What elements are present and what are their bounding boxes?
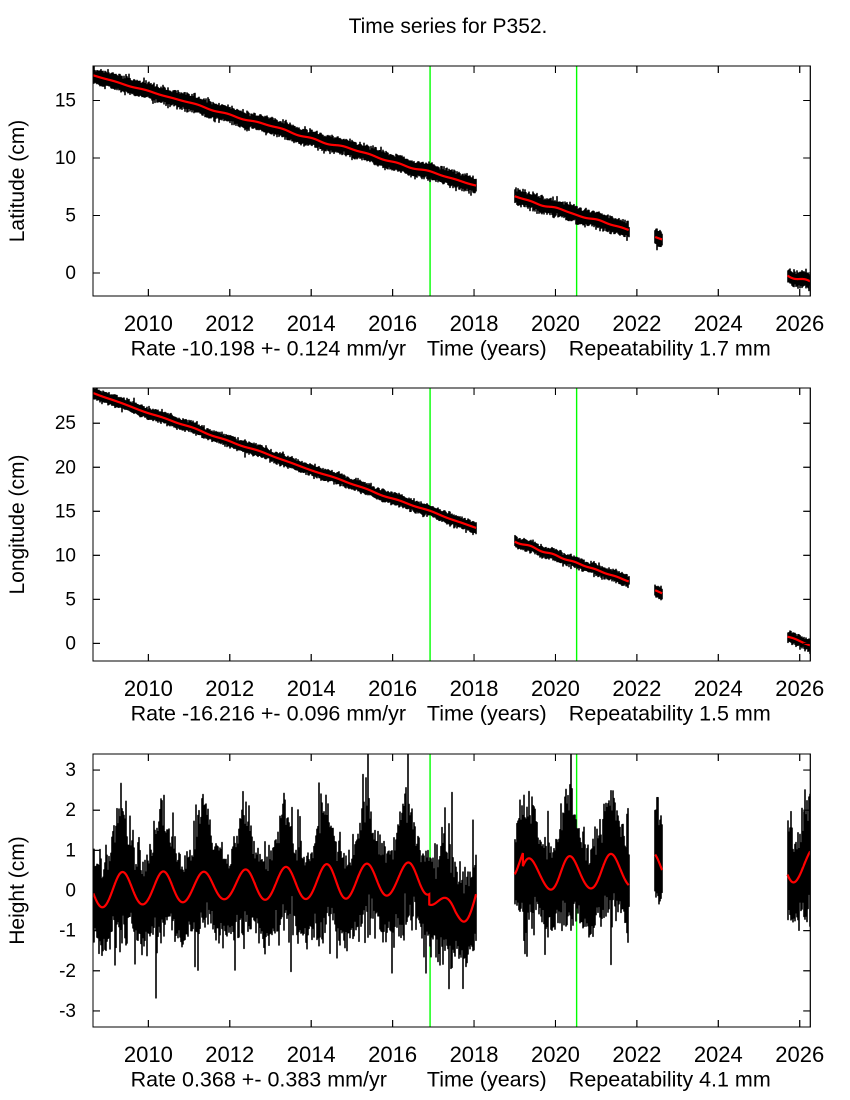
svg-text:0: 0 (65, 633, 76, 654)
svg-text:3: 3 (65, 760, 76, 781)
svg-text:Repeatability 1.7 mm: Repeatability 1.7 mm (569, 337, 771, 361)
svg-text:Time (years): Time (years) (427, 1068, 547, 1092)
svg-text:2010: 2010 (124, 311, 173, 336)
svg-text:2014: 2014 (287, 676, 336, 701)
svg-text:Longitude (cm): Longitude (cm) (6, 454, 29, 594)
svg-text:2022: 2022 (612, 311, 661, 336)
svg-text:15: 15 (55, 501, 76, 522)
svg-text:2012: 2012 (205, 311, 254, 336)
svg-text:2026: 2026 (775, 311, 824, 336)
svg-text:0: 0 (65, 881, 76, 902)
svg-text:2012: 2012 (205, 676, 254, 701)
svg-text:2020: 2020 (531, 676, 580, 701)
svg-text:2024: 2024 (694, 1042, 743, 1067)
svg-text:1: 1 (65, 840, 76, 861)
svg-text:Rate -10.198 +- 0.124 mm/yr: Rate -10.198 +- 0.124 mm/yr (131, 337, 406, 361)
svg-text:2014: 2014 (287, 311, 336, 336)
svg-text:Time (years): Time (years) (427, 702, 547, 726)
svg-text:2024: 2024 (694, 676, 743, 701)
svg-text:2018: 2018 (450, 311, 499, 336)
svg-text:Repeatability 1.5 mm: Repeatability 1.5 mm (569, 702, 771, 726)
svg-text:Time series for P352.: Time series for P352. (349, 15, 548, 38)
svg-text:-2: -2 (59, 961, 76, 982)
svg-text:2024: 2024 (694, 311, 743, 336)
svg-text:Rate -16.216 +- 0.096 mm/yr: Rate -16.216 +- 0.096 mm/yr (131, 702, 406, 726)
svg-text:Height (cm): Height (cm) (6, 836, 29, 945)
svg-text:2016: 2016 (368, 311, 417, 336)
svg-text:5: 5 (65, 206, 76, 227)
svg-text:-1: -1 (59, 921, 76, 942)
svg-text:10: 10 (55, 148, 76, 169)
svg-text:20: 20 (55, 457, 76, 478)
svg-text:0: 0 (65, 263, 76, 284)
svg-text:5: 5 (65, 589, 76, 610)
svg-text:2020: 2020 (531, 1042, 580, 1067)
svg-text:Repeatability 4.1 mm: Repeatability 4.1 mm (569, 1068, 771, 1092)
svg-text:2022: 2022 (612, 676, 661, 701)
svg-text:Rate 0.368 +- 0.383 mm/yr: Rate 0.368 +- 0.383 mm/yr (131, 1068, 387, 1092)
svg-text:2018: 2018 (450, 1042, 499, 1067)
svg-text:2016: 2016 (368, 676, 417, 701)
svg-text:2018: 2018 (450, 676, 499, 701)
svg-text:10: 10 (55, 545, 76, 566)
svg-text:-3: -3 (59, 1001, 76, 1022)
svg-text:2010: 2010 (124, 1042, 173, 1067)
svg-text:2012: 2012 (205, 1042, 254, 1067)
svg-text:15: 15 (55, 91, 76, 112)
svg-text:2: 2 (65, 800, 76, 821)
svg-text:Latitude (cm): Latitude (cm) (6, 120, 29, 243)
svg-text:Time (years): Time (years) (427, 337, 547, 361)
svg-text:2010: 2010 (124, 676, 173, 701)
svg-text:2014: 2014 (287, 1042, 336, 1067)
svg-text:2026: 2026 (775, 676, 824, 701)
svg-text:25: 25 (55, 413, 76, 434)
svg-text:2020: 2020 (531, 311, 580, 336)
svg-text:2026: 2026 (775, 1042, 824, 1067)
svg-text:2016: 2016 (368, 1042, 417, 1067)
svg-text:2022: 2022 (612, 1042, 661, 1067)
